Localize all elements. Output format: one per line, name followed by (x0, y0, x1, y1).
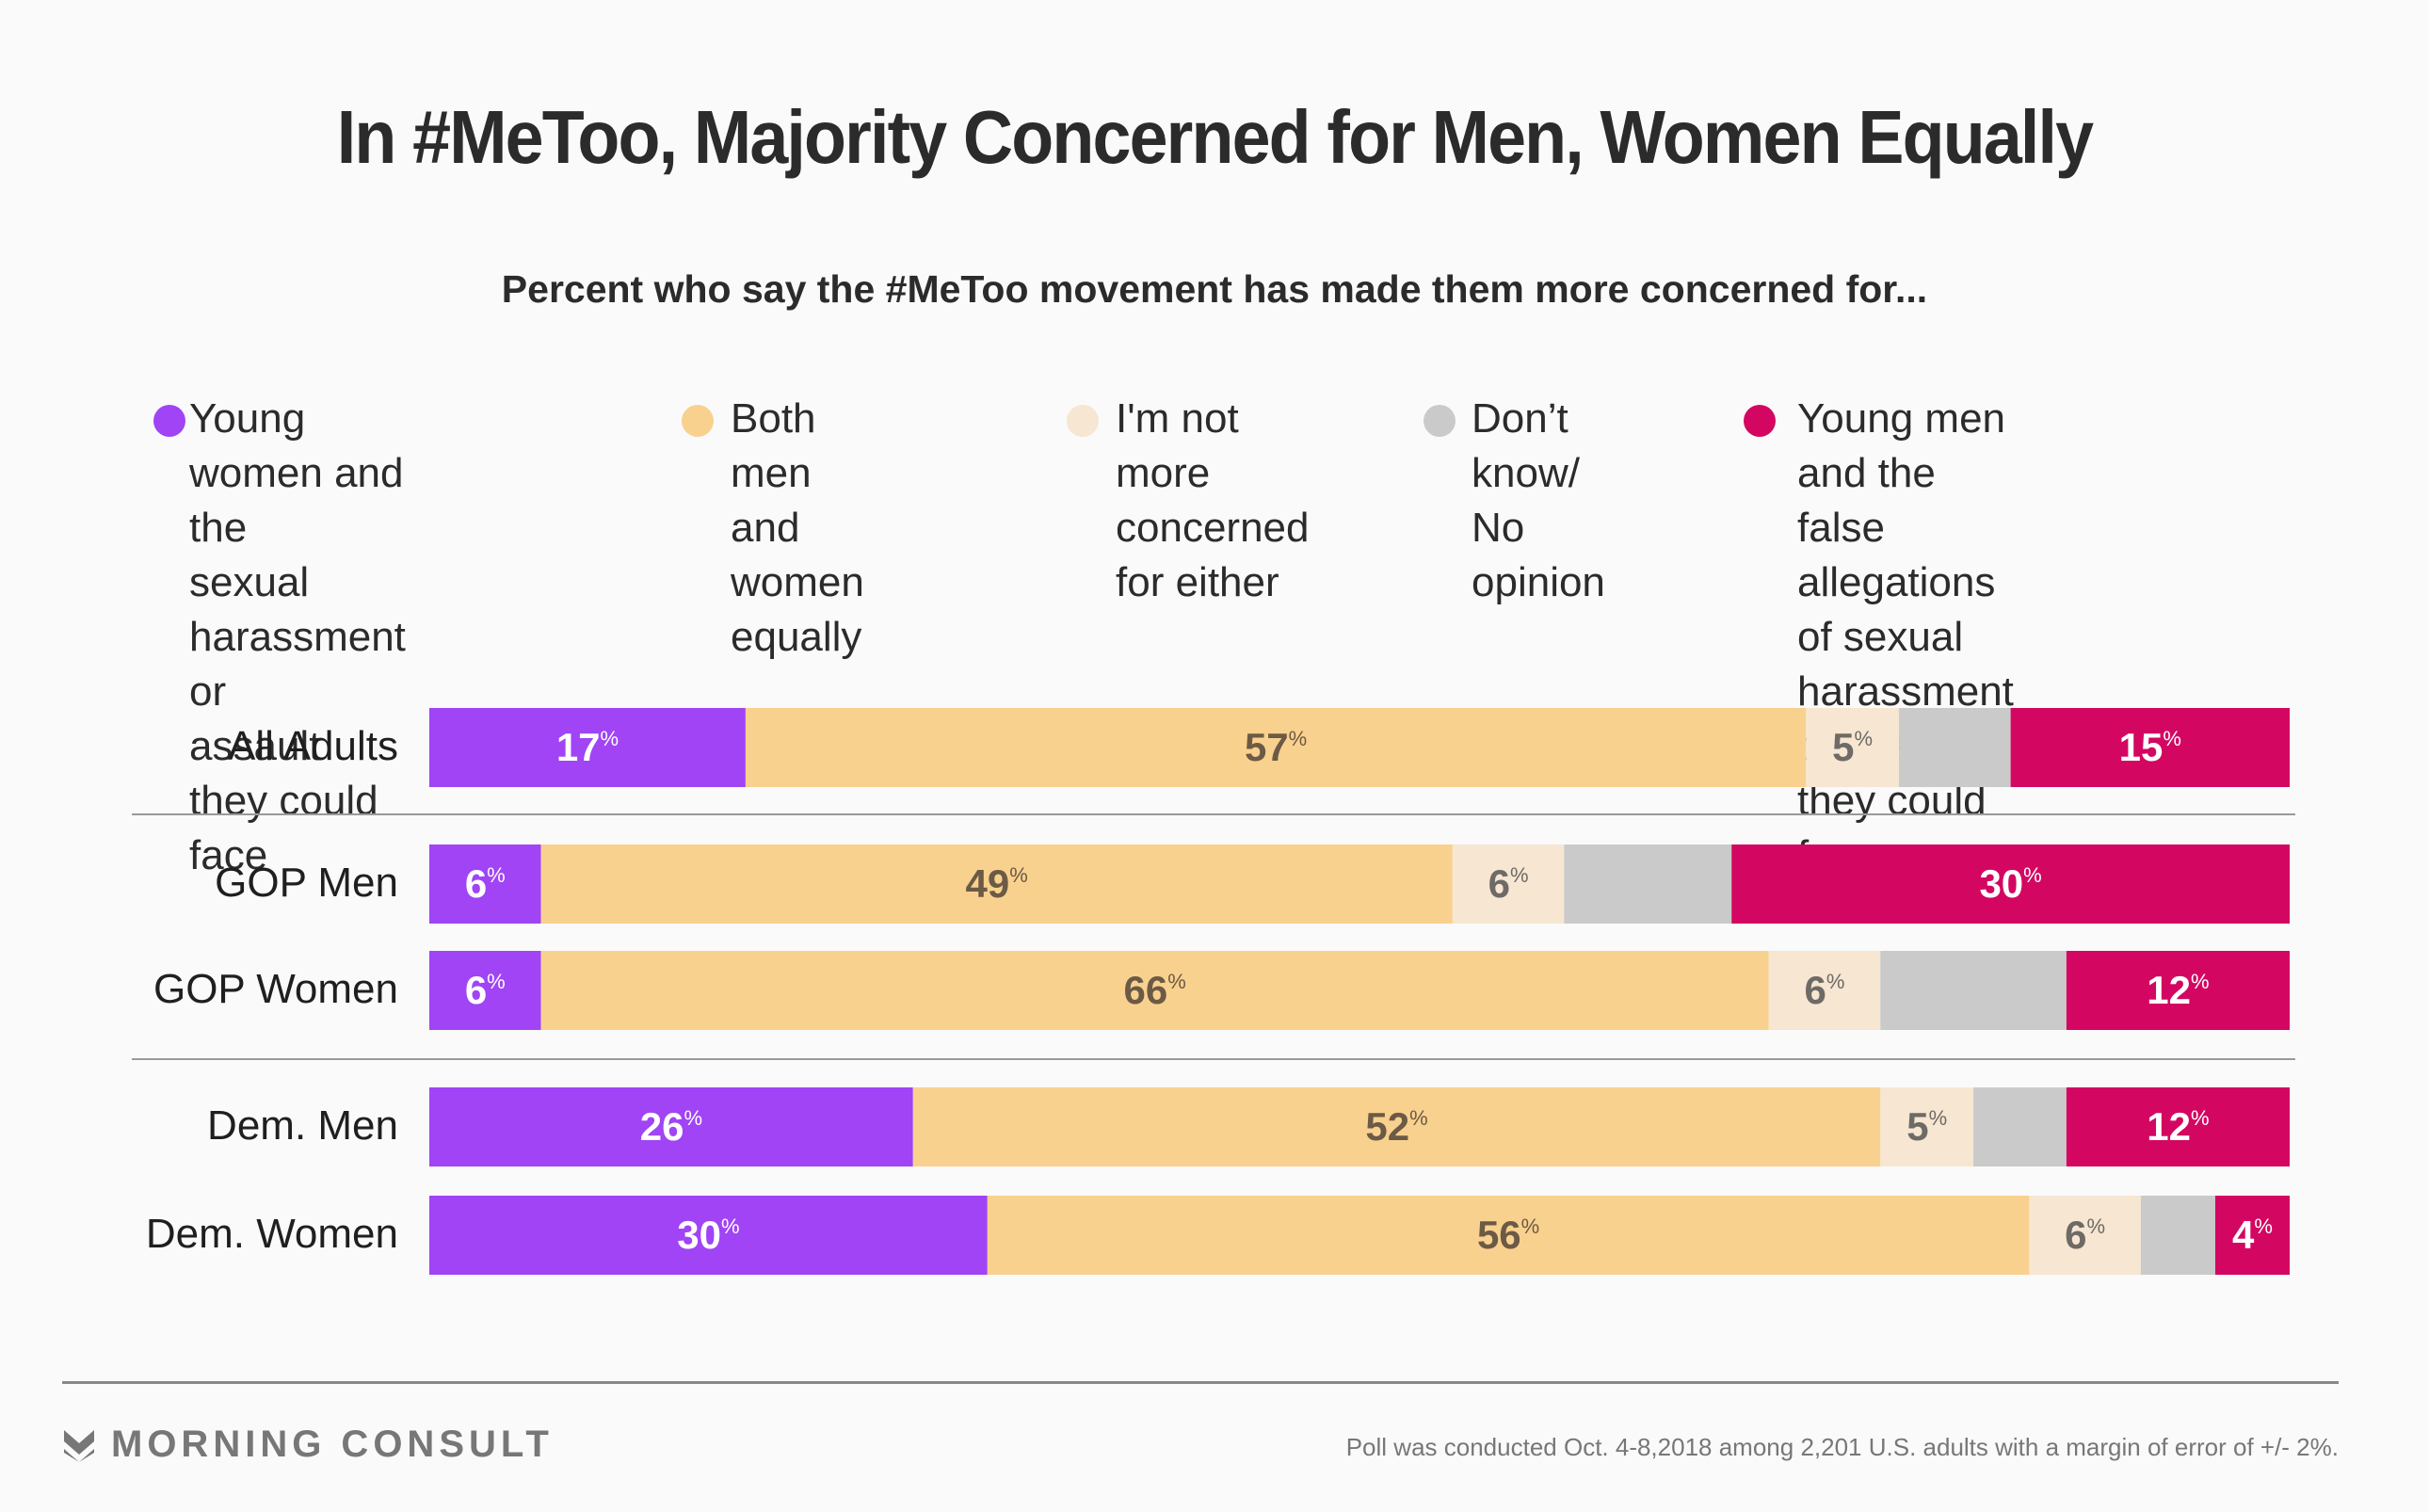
bar-segment-all-adults-2 (1806, 708, 1900, 787)
legend-swatch-icon (1424, 405, 1456, 437)
chart-title: In #MeToo, Majority Concerned for Men, W… (336, 95, 2094, 179)
brand-logo: MORNING CONSULT (62, 1424, 554, 1466)
data-label-dem-men-0: 26% (640, 1104, 702, 1149)
bar-segment-gop-women-1 (540, 951, 1769, 1030)
legend-swatch-icon (1744, 405, 1776, 437)
bar-segment-dem-women-1 (987, 1196, 2030, 1275)
footer-divider (62, 1381, 2339, 1384)
legend-label: I'm not more concerned for either (1116, 395, 1310, 605)
bar-segment-gop-men-3 (1564, 844, 1732, 924)
morning-consult-m-icon (64, 1429, 94, 1462)
legend-swatch-icon (682, 405, 714, 437)
bar-segment-gop-women-0 (429, 951, 541, 1030)
bar-segment-dem-men-3 (1973, 1087, 2067, 1166)
bar-segment-gop-women-3 (1880, 951, 2067, 1030)
legend-label: Don’t know/ No opinion (1472, 395, 1605, 605)
bar-segment-dem-men-1 (912, 1087, 1881, 1166)
row-label-dem-men: Dem. Men (207, 1102, 398, 1149)
bar-segment-dem-men-0 (429, 1087, 913, 1166)
legend-swatch-icon (1067, 405, 1099, 437)
row-label-all-adults: All Adults (228, 723, 398, 769)
methodology-note: Poll was conducted Oct. 4-8,2018 among 2… (1345, 1433, 2339, 1461)
bar-segment-dem-men-4 (2066, 1087, 2290, 1166)
bar-segment-gop-women-4 (2066, 951, 2290, 1030)
group-divider (132, 1058, 2295, 1060)
bar-segment-gop-men-2 (1452, 844, 1565, 924)
bar-segment-dem-women-3 (2140, 1196, 2215, 1275)
legend-label: Both men and women equally (731, 395, 864, 660)
row-label-dem-women: Dem. Women (145, 1211, 398, 1257)
bar-segment-all-adults-0 (429, 708, 746, 787)
brand-name: MORNING CONSULT (111, 1424, 554, 1465)
legend-label: Young women and the sexual harassment or… (189, 395, 406, 878)
data-label-dem-women-2: 6% (2065, 1213, 2105, 1257)
row-label-gop-men: GOP Men (215, 860, 398, 906)
legend-swatch-icon (153, 405, 185, 437)
bar-segment-dem-men-2 (1880, 1087, 1974, 1166)
chart-subtitle: Percent who say the #MeToo movement has … (501, 267, 1928, 311)
bar-segment-gop-women-2 (1768, 951, 1881, 1030)
group-divider (132, 813, 2295, 815)
bar-segment-all-adults-3 (1899, 708, 2011, 787)
data-label-gop-men-4: 30% (1979, 861, 2041, 906)
row-label-gop-women: GOP Women (153, 966, 398, 1012)
bar-segment-all-adults-4 (2010, 708, 2290, 787)
bar-segment-dem-women-4 (2214, 1196, 2290, 1275)
bar-segment-gop-men-4 (1731, 844, 2290, 924)
bar-segment-gop-men-1 (540, 844, 1453, 924)
bar-segment-gop-men-0 (429, 844, 541, 924)
bar-segment-dem-women-2 (2029, 1196, 2141, 1275)
bar-segment-all-adults-1 (745, 708, 1807, 787)
bar-segment-dem-women-0 (429, 1196, 988, 1275)
